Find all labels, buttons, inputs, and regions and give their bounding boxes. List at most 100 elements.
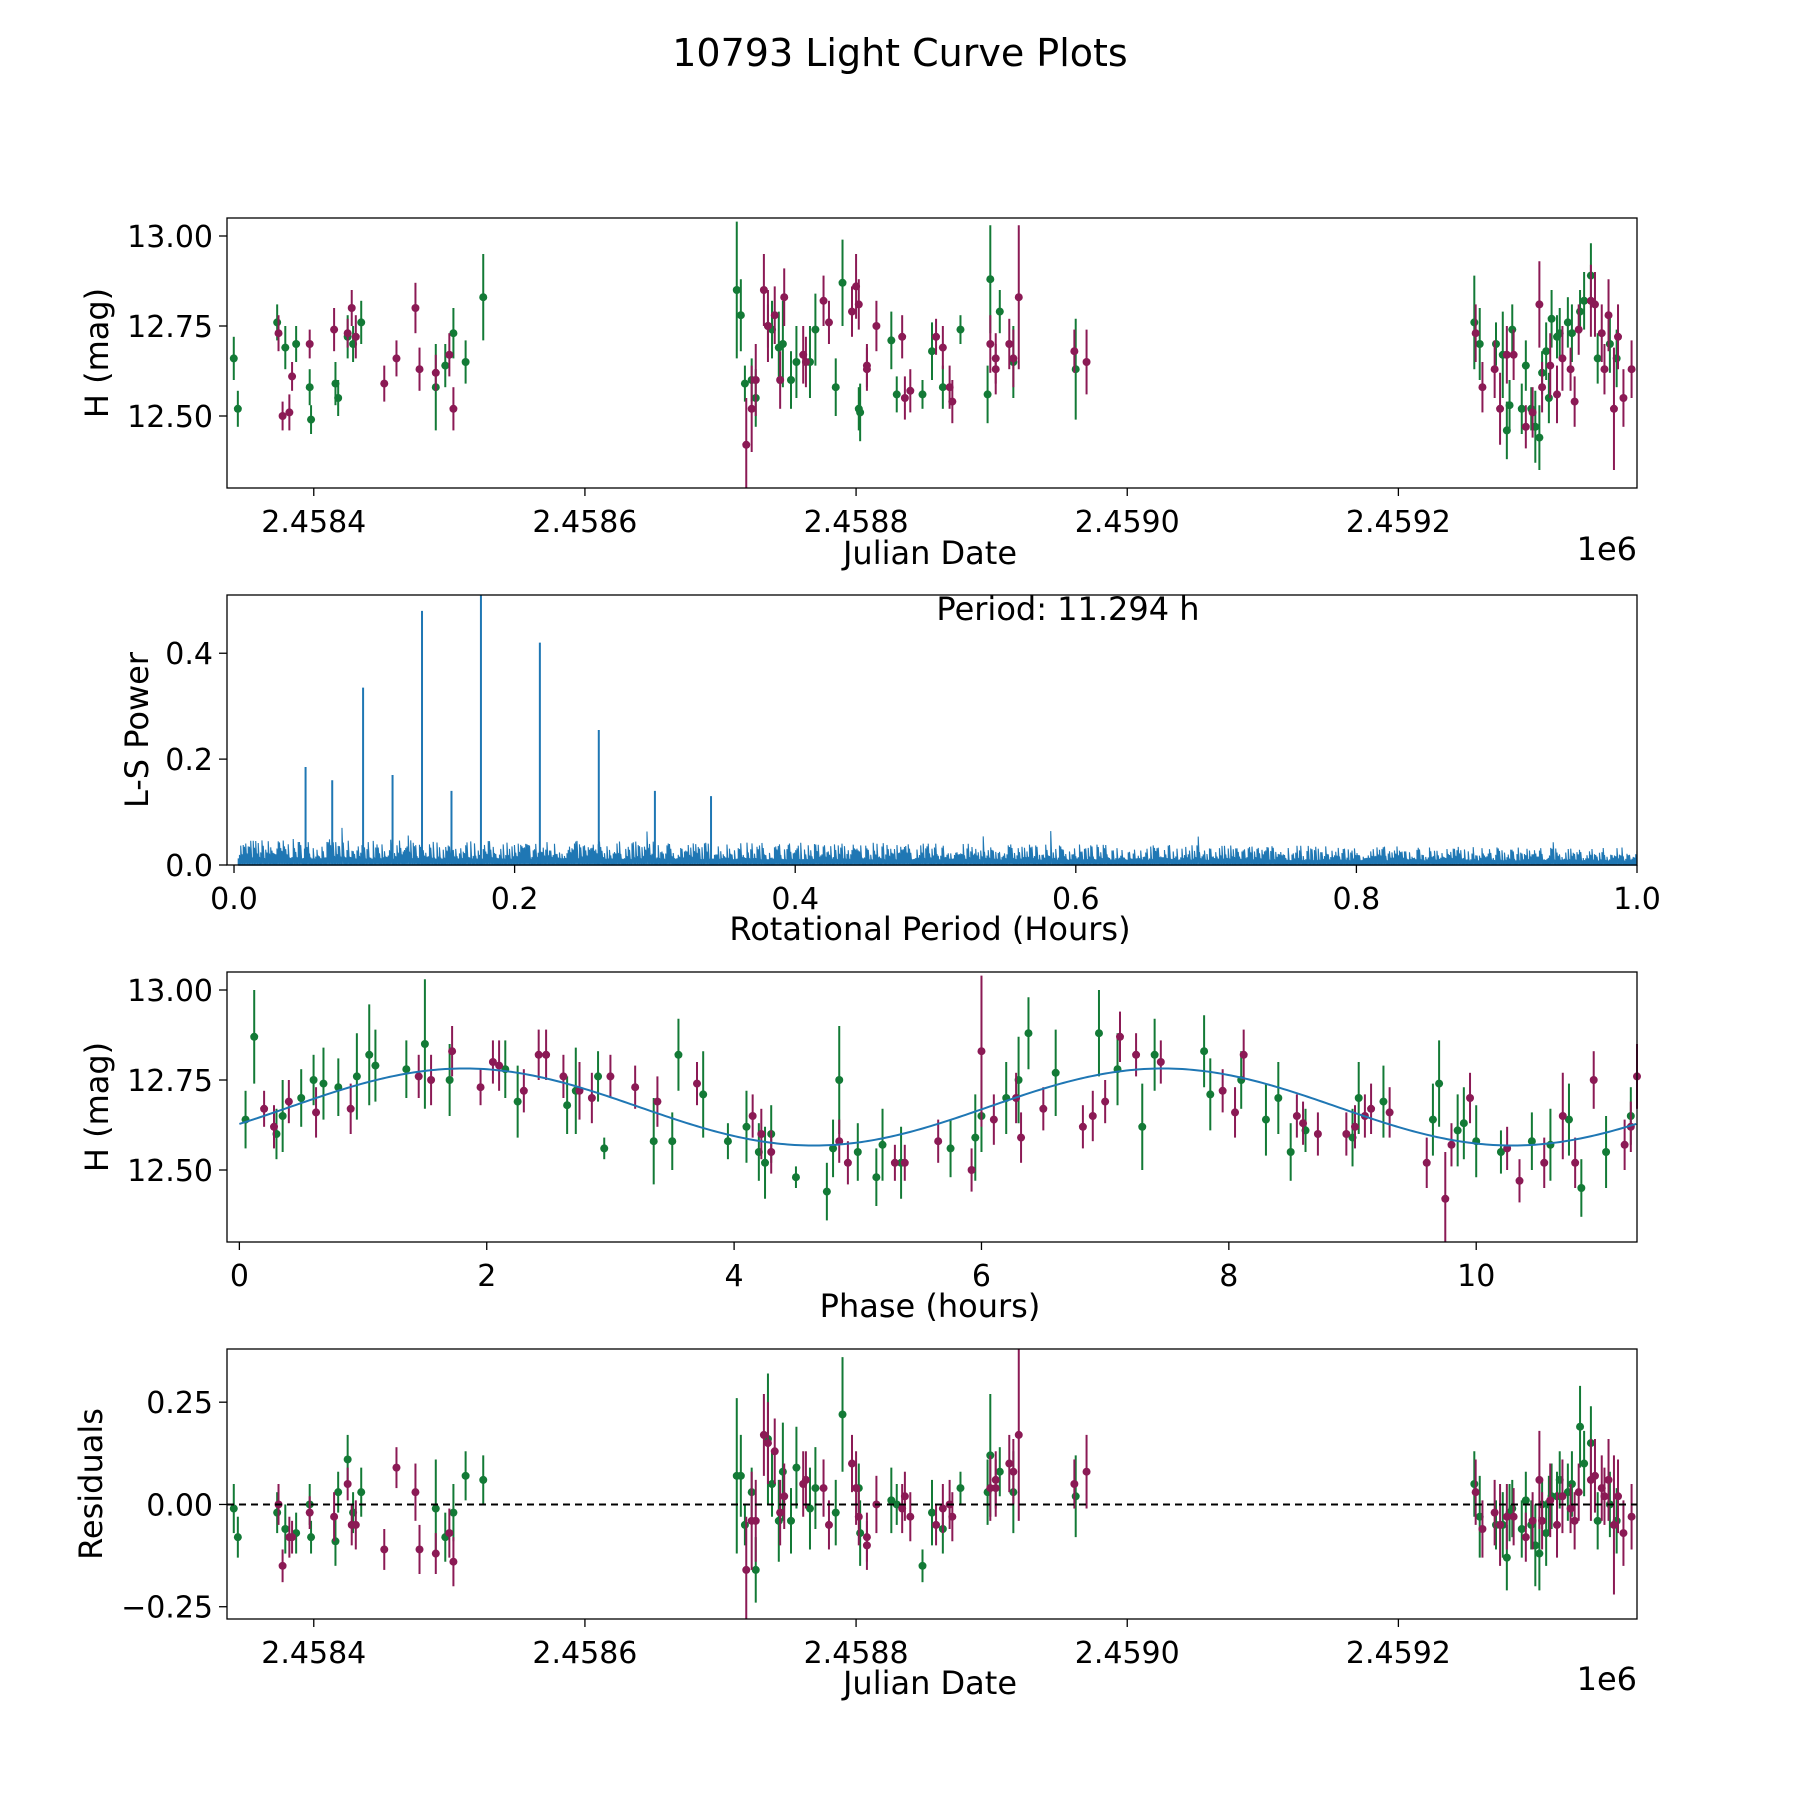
data-point-green: [736, 1471, 745, 1480]
data-point-maroon: [854, 300, 863, 309]
data-point-green: [233, 1533, 242, 1542]
data-point-green: [1459, 1119, 1468, 1128]
data-point-maroon: [392, 354, 401, 363]
data-point-maroon: [751, 1516, 760, 1525]
data-point-maroon: [1535, 1475, 1544, 1484]
data-point-maroon: [872, 322, 881, 330]
data-point-green: [1508, 325, 1517, 334]
data-point-green: [1535, 433, 1544, 442]
data-point-maroon: [1496, 1520, 1505, 1529]
data-point-maroon: [1521, 1533, 1530, 1542]
light-curve-ticks: 2.4584 2.4586 2.4588 2.4590 2.4592 12.50 12.75…: [127, 220, 1451, 540]
data-point-maroon: [1014, 293, 1023, 302]
data-point-maroon: [1088, 1112, 1097, 1120]
data-point-maroon: [351, 1520, 360, 1529]
data-point-maroon: [932, 1520, 941, 1529]
data-point-green: [699, 1090, 708, 1099]
data-point-green: [983, 390, 992, 399]
data-point-maroon: [1441, 1194, 1450, 1203]
data-point-green: [1576, 307, 1585, 316]
periodogram-ylabel: L-S Power: [118, 651, 156, 808]
data-point-green: [1521, 361, 1530, 370]
y-tick-label: 0.25: [146, 1386, 213, 1421]
data-point-green: [229, 1504, 238, 1513]
data-point-maroon: [776, 376, 785, 384]
data-point-maroon: [1535, 300, 1544, 309]
data-point-maroon: [1478, 1525, 1487, 1533]
data-point-green: [1435, 1079, 1444, 1088]
data-point-green: [723, 1137, 732, 1146]
data-point-green: [872, 1173, 881, 1182]
data-point-maroon: [587, 1094, 596, 1102]
data-point-green: [292, 340, 301, 348]
data-point-maroon: [1620, 1140, 1629, 1149]
data-point-maroon: [757, 1130, 766, 1138]
data-point-green: [343, 1455, 352, 1464]
data-point-maroon: [431, 368, 440, 377]
data-point-green: [1593, 1516, 1602, 1525]
data-point-green: [461, 1471, 470, 1480]
data-point-maroon: [1017, 1133, 1026, 1142]
data-point-maroon: [900, 1158, 909, 1167]
data-point-maroon: [862, 365, 871, 374]
data-point-maroon: [1604, 311, 1613, 320]
data-point-maroon: [747, 404, 756, 413]
data-point-maroon: [938, 343, 947, 352]
data-point-maroon: [1132, 1050, 1141, 1059]
data-point-green: [1496, 1148, 1505, 1156]
data-point-maroon: [1546, 1496, 1555, 1505]
data-point-green: [649, 1137, 658, 1146]
data-point-green: [668, 1137, 677, 1146]
data-point-green: [297, 1094, 306, 1102]
data-point-green: [1535, 1549, 1544, 1558]
light-curve-ylabel: H (mag): [78, 288, 116, 418]
data-point-maroon: [1009, 354, 1018, 363]
data-point-green: [811, 325, 820, 334]
light-curve-points: [229, 221, 1636, 488]
phase-folded-ticks: 0 2 4 6 8 10 12.50 12.75 13.00: [127, 974, 1495, 1294]
data-point-maroon: [1546, 361, 1555, 370]
periodogram-ticks: 0.0 0.2 0.4 0.6 0.8 1.0 0.0 0.2 0.4: [165, 637, 1661, 917]
data-point-maroon: [1116, 1032, 1124, 1041]
data-point-green: [365, 1050, 374, 1059]
x-tick-label: 2.4584: [261, 505, 366, 540]
data-point-maroon: [448, 1047, 457, 1056]
data-point-maroon: [415, 365, 424, 374]
data-point-maroon: [1070, 347, 1079, 356]
data-point-maroon: [1070, 1480, 1079, 1488]
data-point-maroon: [898, 332, 907, 341]
data-point-green: [751, 1565, 760, 1574]
data-point-maroon: [1553, 390, 1562, 399]
x-tick-label: 2.4588: [804, 505, 909, 540]
data-point-green: [357, 318, 366, 327]
data-point-green: [1138, 1122, 1147, 1131]
x-tick-label: 2.4590: [1075, 505, 1180, 540]
data-point-green: [1492, 340, 1500, 348]
data-point-maroon: [900, 1492, 909, 1501]
data-point-green: [887, 1496, 896, 1505]
y-tick-label: −0.25: [121, 1591, 213, 1626]
data-point-green: [334, 394, 343, 402]
data-point-maroon: [934, 1137, 943, 1146]
data-point-maroon: [906, 386, 915, 395]
data-point-maroon: [1218, 1086, 1227, 1095]
data-point-green: [1564, 1115, 1573, 1124]
data-point-green: [445, 1076, 454, 1084]
data-point-maroon: [1600, 365, 1609, 374]
data-point-green: [371, 1061, 380, 1070]
phase-folded-ylabel: H (mag): [78, 1042, 116, 1172]
y-tick-label: 12.75: [127, 1064, 213, 1099]
data-point-maroon: [534, 1050, 543, 1059]
data-point-maroon: [977, 1047, 986, 1056]
x-tick-label: 1.0: [1613, 882, 1661, 917]
data-point-green: [971, 1133, 980, 1142]
data-point-maroon: [843, 1158, 852, 1167]
data-point-maroon: [986, 340, 995, 348]
power-spectrum-line: [237, 827, 1638, 866]
x-tick-label: 10: [1457, 1259, 1495, 1294]
data-point-green: [250, 1032, 259, 1041]
data-point-maroon: [1604, 1475, 1613, 1484]
data-point-maroon: [449, 404, 458, 413]
x-tick-label: 8: [1219, 1259, 1238, 1294]
data-point-maroon: [1005, 340, 1014, 348]
